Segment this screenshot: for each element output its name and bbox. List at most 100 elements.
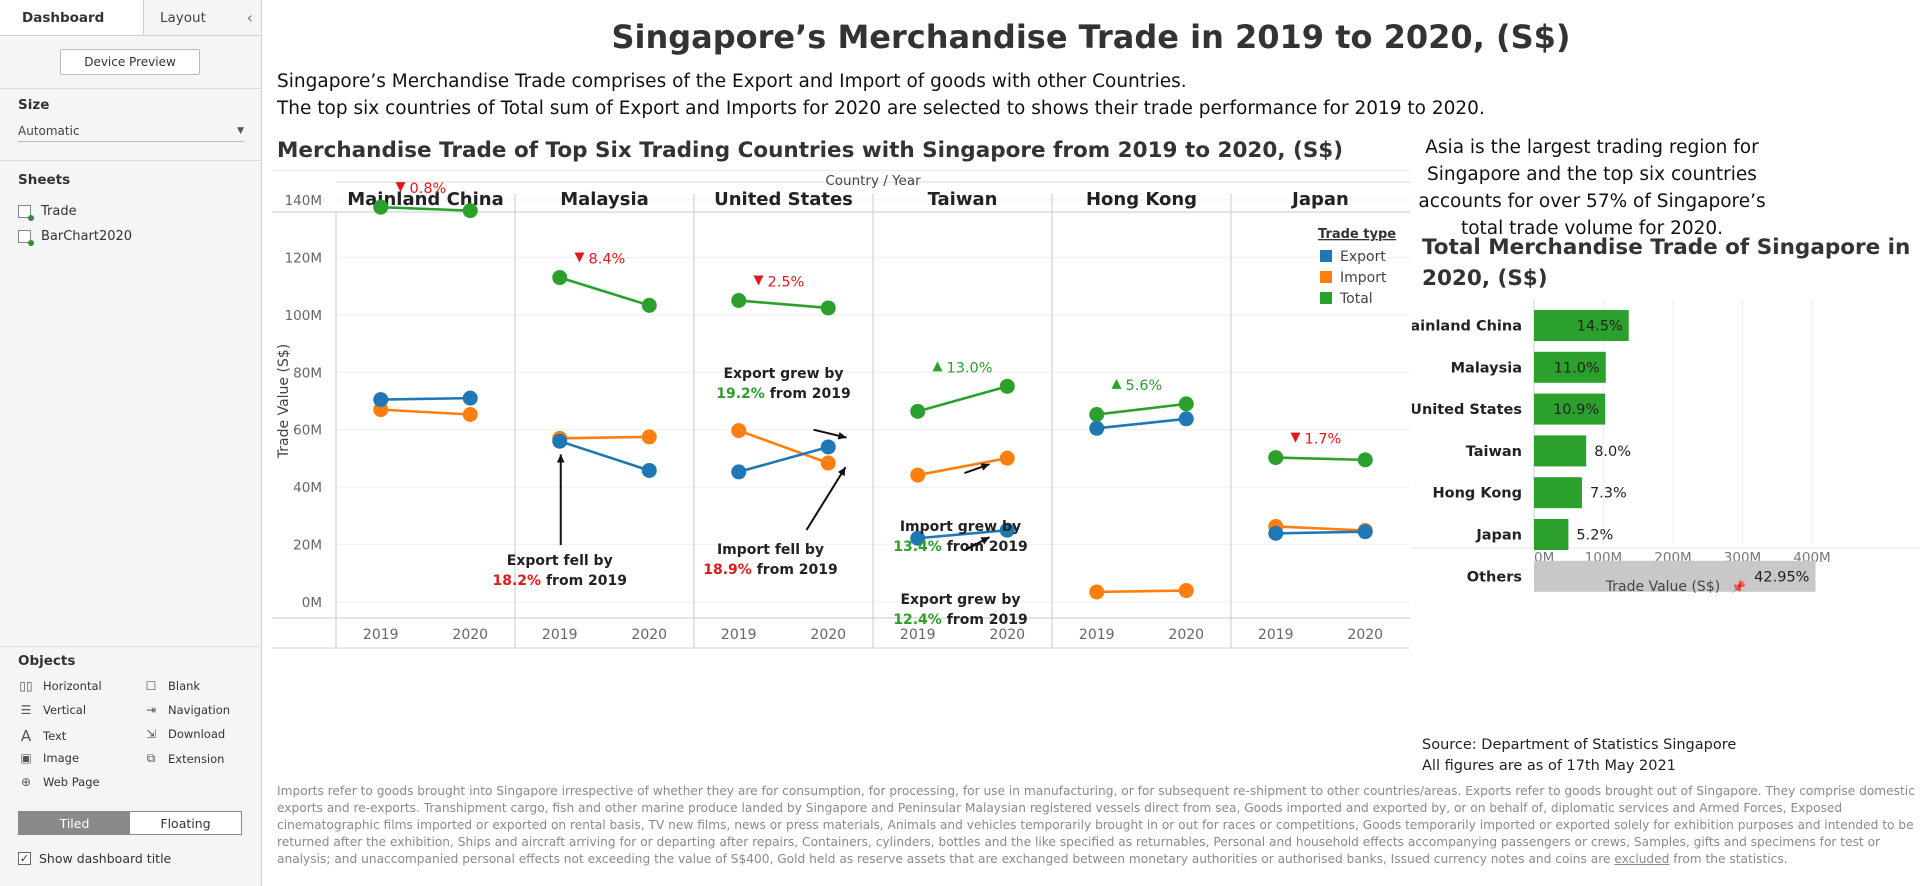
download-icon: ⇲ [145,727,157,741]
legend-swatch [1320,292,1332,304]
authoring-sidebar: Dashboard Layout ‹ Device Preview Size A… [0,0,262,886]
sheets-title: Sheets [18,172,71,188]
export-point [1357,524,1373,540]
tab-layout[interactable]: Layout ‹ [144,0,261,35]
x-tick-label: 2020 [1347,627,1383,643]
show-dashboard-title-checkbox[interactable]: ✓ Show dashboard title [18,851,171,866]
pin-icon: 📌 [1731,579,1746,594]
line-chart-title: Merchandise Trade of Top Six Trading Cou… [277,138,1344,163]
arrow-head-icon [980,537,990,545]
size-title: Size [18,97,50,113]
annotation-taiwan-import: Import grew by 13.4% from 2019 [893,519,1028,555]
sheet-item-trade[interactable]: Trade [18,204,77,221]
x-tick-label: 2020 [452,627,488,643]
object-blank[interactable]: ☐ Blank [143,679,200,693]
x-tick-label: 2020 [631,627,667,643]
x-tick-label: 2019 [542,627,578,643]
arrow-head-icon [980,463,990,471]
extension-icon: ⧉ [146,751,156,765]
object-text[interactable]: A Text [18,727,66,745]
export-point [999,522,1015,538]
import-point [641,429,657,445]
panel-header: Hong Kong [1086,189,1197,210]
x-tick-label: 2020 [1168,627,1204,643]
export-point [1268,525,1284,541]
y-tick-label: 120M [285,250,322,266]
y-tick-label: 0M [302,595,322,611]
import-point [462,406,478,422]
total-change-label: 5.6% [1111,378,1162,394]
chevron-left-icon[interactable]: ‹ [246,8,253,27]
annotation-pct: 18.9% [703,562,756,578]
annotation-arrow [964,536,990,552]
bar-data-label: 8.0% [1594,444,1631,460]
total-point [731,293,747,308]
import-line [1275,525,1366,532]
object-web-page[interactable]: ⊕ Web Page [18,775,100,789]
arrow-head-icon [837,431,847,440]
bar-category-label: Hong Kong [1433,486,1523,502]
sidebar-tabs: Dashboard Layout ‹ [0,0,261,36]
objects-title: Objects [18,653,76,669]
object-image[interactable]: ▣ Image [18,751,79,765]
panel-header: Japan [1290,189,1349,210]
total-change-label: 0.8% [395,181,447,197]
x-tick-label: 2019 [363,627,399,643]
size-dropdown[interactable]: Automatic ▼ [18,120,244,142]
total-change-label: 2.5% [753,275,804,291]
annotation-taiwan-export: Export grew by 12.4% from 2019 [893,592,1028,628]
annotation-detail: 19.2% from 2019 [716,386,851,402]
export-line [559,439,650,472]
object-extension[interactable]: ⧉ Extension [143,751,225,766]
total-change-label: 13.0% [932,360,993,376]
y-axis-title: Trade Value (S$) [276,344,292,459]
total-line [917,385,1008,413]
x-tick-label: 2019 [1258,627,1294,643]
dashboard-title: Singapore’s Merchandise Trade in 2019 to… [611,18,1571,56]
import-line [380,408,471,416]
x-tick-label: 2019 [900,627,936,643]
total-point [1089,406,1105,422]
import-line [559,435,650,440]
annotation-title: Export grew by [723,366,843,382]
device-preview-button[interactable]: Device Preview [60,49,200,75]
change-value: 0.8% [410,181,447,197]
checkbox-checked-icon[interactable]: ✓ [18,852,31,865]
footnote: Imports refer to goods brought into Sing… [277,783,1917,868]
object-horizontal[interactable]: ▯▯ Horizontal [18,679,101,693]
total-point [820,300,836,316]
change-value: 8.4% [589,252,626,268]
total-point [1268,450,1284,466]
object-vertical[interactable]: ☰ Vertical [18,703,86,717]
import-point [1178,583,1194,599]
panel-header: United States [714,189,853,210]
object-label: Navigation [168,703,231,717]
tiled-button[interactable]: Tiled [19,812,130,834]
legend-label: Export [1340,249,1386,265]
annotation-arrow [805,466,847,531]
worksheet-icon [18,205,34,221]
sheet-item-barchart2020[interactable]: BarChart2020 [18,229,133,246]
panel-header: Malaysia [560,189,649,210]
column-header: Country / Year [825,173,921,189]
total-line [1096,402,1187,416]
annotation-us-export: Export grew by 19.2% from 2019 [716,366,851,402]
footnote-link[interactable]: excluded [1614,852,1670,866]
total-point [1357,452,1373,468]
text-icon: A [20,727,32,745]
total-line [380,205,471,212]
trade-line-chart: Country / Year 0M 20M 40M 60M 80M 100M 120M 140M… [272,170,1410,649]
globe-icon: ⊕ [20,775,32,789]
annotation-tail: from 2019 [770,386,851,402]
bar-category-label: Japan [1475,528,1522,544]
legend-label: Total [1339,291,1373,307]
tab-dashboard[interactable]: Dashboard [0,0,144,35]
object-navigation[interactable]: ⇥ Navigation [143,703,230,717]
object-download[interactable]: ⇲ Download [143,727,225,741]
floating-button[interactable]: Floating [130,812,241,834]
total-change-label: 1.7% [1290,432,1341,448]
sheet-label: BarChart2020 [41,229,133,244]
x-tick-label: 2019 [1079,627,1115,643]
export-point [1178,411,1194,427]
vertical-icon: ☰ [20,703,32,717]
